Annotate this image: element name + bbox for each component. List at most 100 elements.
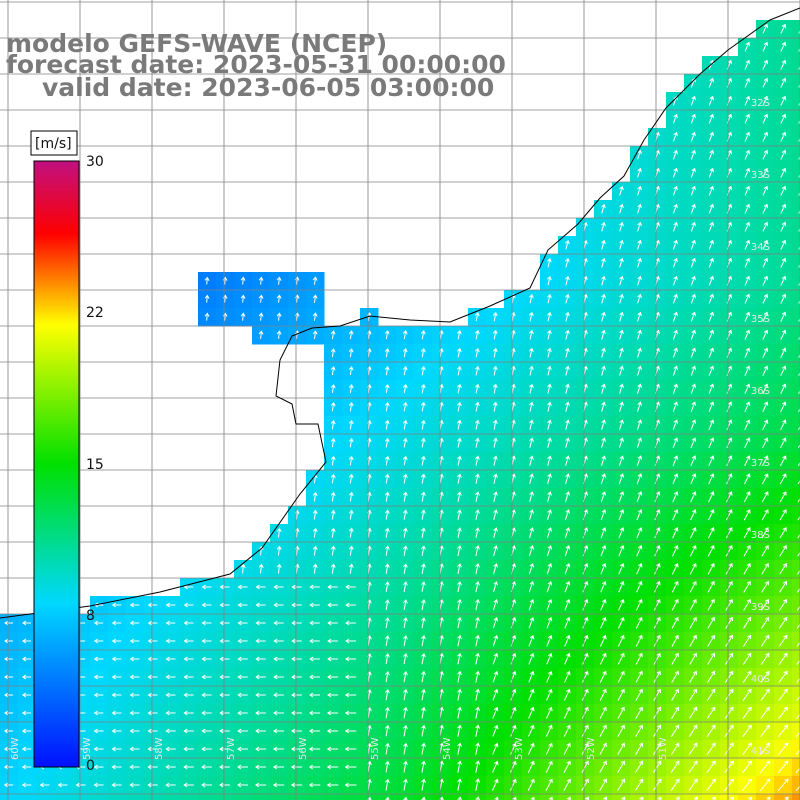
wind-arrow [457,563,462,575]
wind-arrow [779,545,787,557]
wind-arrow [219,656,230,662]
wind-arrow [689,670,698,683]
wind-arrow [797,527,800,539]
wind-arrow [599,760,607,773]
wind-arrow [619,293,624,304]
wind-arrow [402,527,408,538]
wind-arrow [565,347,570,358]
wind-arrow [403,778,408,791]
wind-arrow [780,383,787,394]
wind-arrow [546,581,553,593]
wind-cell [792,272,800,291]
wind-arrow [601,293,606,304]
wind-arrow [564,491,571,503]
wind-arrow [724,778,734,792]
wind-arrow [762,257,769,268]
wind-arrow [345,620,356,626]
wind-arrow [707,670,716,683]
wind-arrow [237,764,248,770]
wind-arrow [619,347,624,358]
wind-arrow [348,509,354,520]
wind-cell [72,794,91,800]
wind-arrow [527,778,535,791]
wind-arrow [761,509,769,521]
wind-cell [792,542,800,561]
wind-arrow [348,473,354,484]
wind-arrow [93,710,104,716]
wind-arrow [129,620,140,626]
wind-arrow [777,760,789,774]
wind-arrow [493,563,499,575]
wind-arrow [563,742,571,755]
colorbar: [m/s] 30 22 15 8 0 [30,130,104,774]
wind-arrow [600,545,607,557]
wind-arrow [636,419,643,430]
wind-arrow [762,185,769,196]
wind-arrow [744,347,751,358]
wind-arrow [493,473,498,484]
wind-arrow [330,509,336,520]
wind-arrow [312,545,318,556]
wind-arrow [600,580,607,593]
wind-arrow [653,616,661,629]
wind-arrow [420,401,426,412]
wind-arrow [744,77,751,88]
wind-arrow [797,562,800,575]
wind-arrow [618,509,625,521]
wind-arrow [798,239,800,250]
wind-arrow [327,584,338,590]
wind-arrow [547,329,552,340]
wind-arrow [529,419,534,430]
wind-cell [702,794,721,800]
wind-arrow [475,563,480,575]
wind-arrow [510,724,517,737]
wind-arrow [780,149,787,160]
wind-arrow [563,760,571,773]
wind-arrow [475,706,480,719]
wind-arrow [581,724,589,737]
wind-arrow [529,473,534,484]
wind-arrow [563,778,571,791]
wind-arrow [779,580,788,593]
wind-arrow [545,760,553,773]
wind-arrow [345,638,356,644]
wind-arrow [312,509,318,520]
wind-arrow [492,724,499,737]
wind-cell [792,614,800,633]
wind-arrow [618,419,624,430]
colorbar-tick-30: 30 [86,154,104,170]
wind-arrow [564,563,571,575]
wind-arrow [492,347,498,358]
wind-arrow [255,638,266,644]
wind-arrow [600,634,607,647]
wind-arrow [635,706,643,719]
wind-arrow [637,383,642,394]
wind-arrow [457,581,462,593]
wind-arrow [330,437,336,448]
wind-arrow [457,545,462,557]
wind-cell [792,74,800,93]
wind-arrow [93,782,104,788]
wind-arrow [672,221,678,232]
wind-arrow [420,491,426,502]
wind-arrow [344,764,357,770]
wind-arrow [563,706,571,719]
wind-arrow [581,670,589,683]
wind-arrow [457,670,462,683]
wind-arrow [725,580,733,593]
wind-arrow [147,746,158,752]
wind-arrow [601,239,606,250]
wind-arrow [725,634,734,647]
wind-arrow [690,257,696,268]
wind-arrow [529,527,535,539]
wind-arrow [201,620,212,626]
wind-arrow [111,638,122,644]
wind-arrow [129,656,140,662]
wind-arrow [744,293,751,304]
wind-arrow [780,23,787,34]
wind-arrow [384,545,390,556]
wind-arrow [165,602,176,608]
wind-arrow [743,580,751,593]
wind-arrow [761,598,770,611]
wind-arrow [689,562,697,575]
